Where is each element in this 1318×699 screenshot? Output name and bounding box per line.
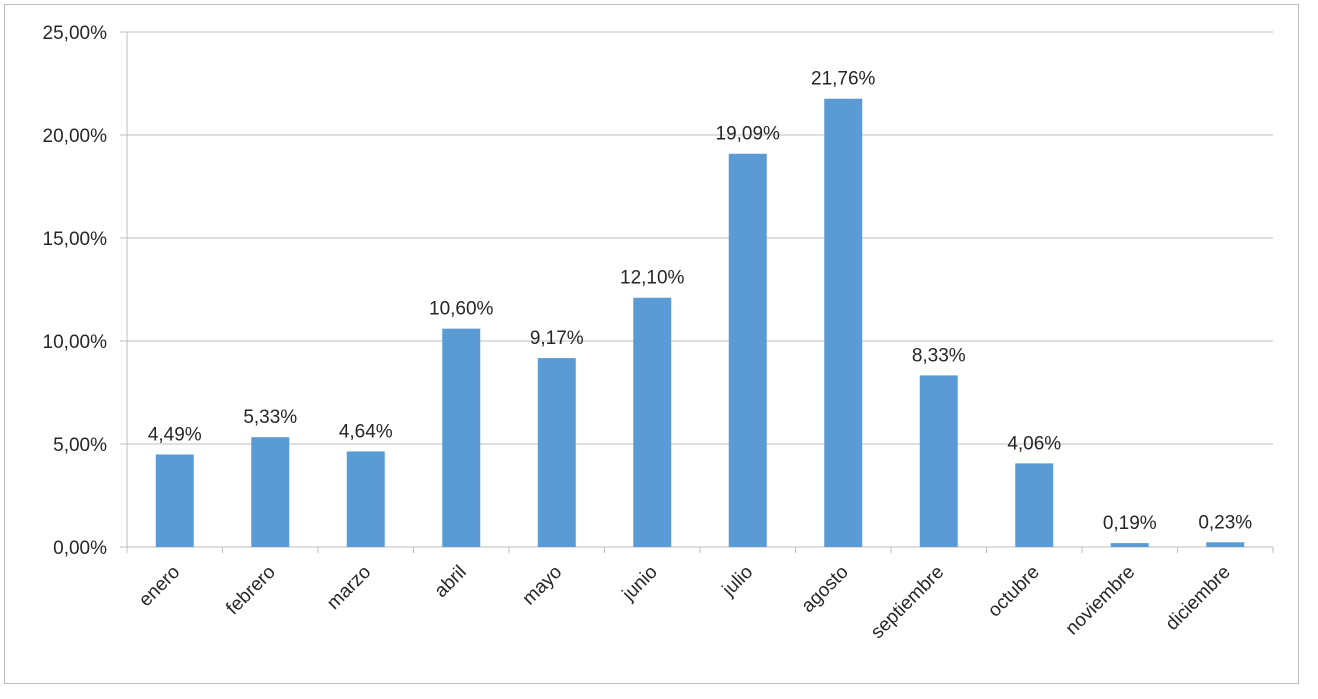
data-label-octubre: 4,06% [1007, 433, 1061, 454]
x-tick-label-abril: abril [431, 562, 471, 602]
data-label-marzo: 4,64% [339, 421, 393, 442]
y-tick-label: 10,00% [43, 332, 108, 353]
data-label-agosto: 21,76% [811, 69, 876, 90]
bar-noviembre [1110, 543, 1149, 547]
y-axis-ticks: 0,00% 5,00% 10,00% 15,00% 20,00% 25,00% [43, 23, 108, 559]
x-tick-label-enero: enero [135, 562, 184, 611]
data-label-diciembre: 0,23% [1198, 512, 1252, 533]
bar-septiembre [919, 375, 958, 547]
x-tick-label-mayo: mayo [519, 562, 567, 610]
x-tick-label-marzo: marzo [323, 562, 375, 614]
bar-marzo [346, 451, 385, 547]
bar-enero [155, 454, 194, 547]
y-tick-label: 20,00% [43, 126, 108, 147]
x-tick-label-febrero: febrero [222, 562, 279, 619]
bar-junio [633, 297, 672, 547]
bar-diciembre [1206, 542, 1245, 547]
data-label-abril: 10,60% [429, 299, 494, 320]
x-tick-label-noviembre: noviembre [1062, 562, 1140, 640]
data-label-enero: 4,49% [148, 425, 202, 446]
y-tick-label: 15,00% [43, 229, 108, 250]
x-tick-label-septiembre: septiembre [867, 562, 948, 643]
y-tick-label: 0,00% [53, 538, 107, 559]
data-label-febrero: 5,33% [243, 407, 297, 428]
data-labels: 4,49% 5,33% 4,64% 10,60% 9,17% 12,10% 19,09% 21… [148, 69, 1252, 534]
y-tick-label: 5,00% [53, 435, 107, 456]
bars [155, 98, 1245, 547]
data-label-noviembre: 0,19% [1103, 513, 1157, 534]
data-label-junio: 12,10% [620, 268, 685, 289]
x-tick-label-junio: junio [618, 562, 662, 606]
bar-agosto [824, 98, 863, 547]
x-axis-ticks: enero febrero marzo abril mayo junio julio agos… [135, 562, 1235, 643]
bar-mayo [537, 358, 576, 547]
x-tick-label-julio: julio [718, 562, 757, 601]
bar-febrero [251, 437, 290, 547]
gridlines [120, 31, 1274, 553]
bar-octubre [1015, 463, 1054, 547]
data-label-julio: 19,09% [716, 124, 781, 145]
data-label-septiembre: 8,33% [912, 345, 966, 366]
x-tick-label-octubre: octubre [984, 562, 1044, 622]
y-tick-label: 25,00% [43, 23, 108, 44]
x-tick-label-agosto: agosto [798, 562, 853, 617]
bar-julio [728, 153, 767, 547]
data-label-mayo: 9,17% [530, 328, 584, 349]
bar-abril [442, 328, 481, 547]
x-tick-label-diciembre: diciembre [1162, 562, 1235, 635]
